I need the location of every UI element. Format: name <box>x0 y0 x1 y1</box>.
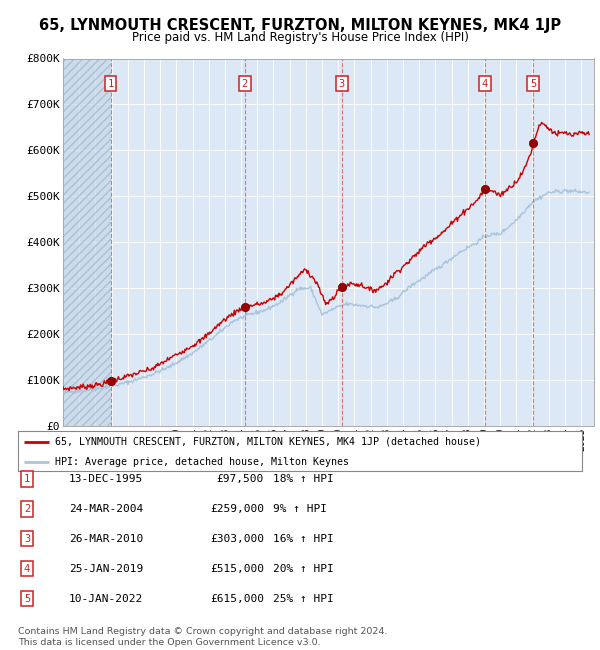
Text: 13-DEC-1995: 13-DEC-1995 <box>69 474 143 484</box>
Text: 16% ↑ HPI: 16% ↑ HPI <box>273 534 334 544</box>
Text: 65, LYNMOUTH CRESCENT, FURZTON, MILTON KEYNES, MK4 1JP (detached house): 65, LYNMOUTH CRESCENT, FURZTON, MILTON K… <box>55 437 481 447</box>
Text: 3: 3 <box>339 79 345 89</box>
Text: 2: 2 <box>24 504 30 514</box>
Text: Contains HM Land Registry data © Crown copyright and database right 2024.
This d: Contains HM Land Registry data © Crown c… <box>18 627 388 647</box>
Text: 3: 3 <box>24 534 30 544</box>
Text: 1: 1 <box>107 79 114 89</box>
Text: 18% ↑ HPI: 18% ↑ HPI <box>273 474 334 484</box>
Text: £615,000: £615,000 <box>210 593 264 604</box>
Text: 10-JAN-2022: 10-JAN-2022 <box>69 593 143 604</box>
Text: 25-JAN-2019: 25-JAN-2019 <box>69 564 143 574</box>
Text: HPI: Average price, detached house, Milton Keynes: HPI: Average price, detached house, Milt… <box>55 458 349 467</box>
Text: 26-MAR-2010: 26-MAR-2010 <box>69 534 143 544</box>
Text: Price paid vs. HM Land Registry's House Price Index (HPI): Price paid vs. HM Land Registry's House … <box>131 31 469 44</box>
Text: 25% ↑ HPI: 25% ↑ HPI <box>273 593 334 604</box>
Text: 20% ↑ HPI: 20% ↑ HPI <box>273 564 334 574</box>
Text: £97,500: £97,500 <box>217 474 264 484</box>
Text: 4: 4 <box>482 79 488 89</box>
Text: 1: 1 <box>24 474 30 484</box>
Text: 24-MAR-2004: 24-MAR-2004 <box>69 504 143 514</box>
Bar <box>63 58 111 426</box>
Text: £303,000: £303,000 <box>210 534 264 544</box>
Text: 2: 2 <box>242 79 248 89</box>
Text: £515,000: £515,000 <box>210 564 264 574</box>
Text: £259,000: £259,000 <box>210 504 264 514</box>
Text: 5: 5 <box>24 593 30 604</box>
Text: 4: 4 <box>24 564 30 574</box>
Text: 65, LYNMOUTH CRESCENT, FURZTON, MILTON KEYNES, MK4 1JP: 65, LYNMOUTH CRESCENT, FURZTON, MILTON K… <box>39 18 561 33</box>
Text: 9% ↑ HPI: 9% ↑ HPI <box>273 504 327 514</box>
Text: 5: 5 <box>530 79 536 89</box>
